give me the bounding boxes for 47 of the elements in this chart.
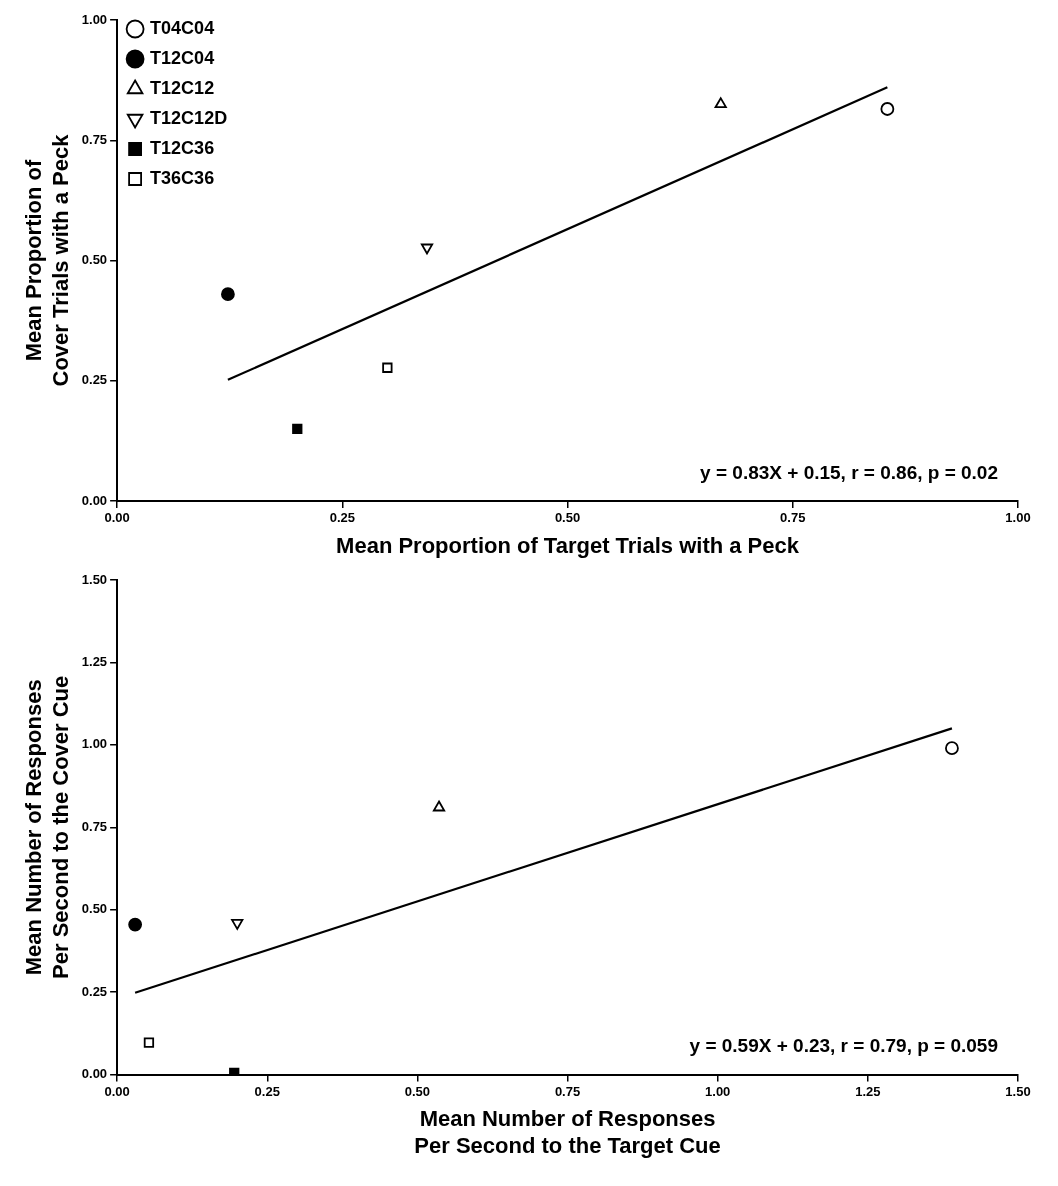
x-tick-label: 0.75 <box>780 510 806 526</box>
y-tick-label: 0.75 <box>81 818 108 834</box>
point <box>420 243 434 255</box>
y-tick-label: 0.50 <box>81 252 108 268</box>
legend-label: T12C04 <box>150 47 215 68</box>
point <box>945 741 959 756</box>
y-tick-label: 0.00 <box>81 1066 108 1082</box>
y-tick-label: 1.00 <box>81 736 108 752</box>
point <box>221 287 235 302</box>
x-tick-label: 1.25 <box>855 1083 881 1099</box>
legend-label: T04C04 <box>150 17 215 38</box>
point <box>143 1037 155 1048</box>
point <box>128 917 143 932</box>
x-tick-label: 0.00 <box>104 510 130 526</box>
annotation: y = 0.59X + 0.23, r = 0.79, p = 0.059 <box>689 1035 998 1057</box>
y-tick-label: 0.50 <box>81 901 108 917</box>
x-tick-label: 0.25 <box>254 1083 280 1099</box>
y-tick-label: 0.75 <box>81 131 108 147</box>
x-tick-label: 0.00 <box>104 1083 130 1099</box>
y-tick-label: 1.25 <box>81 654 108 670</box>
y-tick-label: 0.25 <box>81 983 108 999</box>
y-tick-label: 1.50 <box>81 571 108 587</box>
y-tick-label: 0.00 <box>81 492 108 508</box>
x-tick-label: 1.00 <box>705 1083 731 1099</box>
x-axis-title: Mean Proportion of Target Trials with a Peck <box>336 532 800 558</box>
x-tick-label: 1.00 <box>1005 510 1031 526</box>
x-tick-label: 0.50 <box>404 1083 431 1099</box>
y-tick-label: 0.25 <box>81 372 108 388</box>
x-axis-title: Mean Number of Responses Per Second to the Target Cue <box>414 1106 721 1158</box>
y-axis-title: Mean Number of Responses Per Second to the Cover Cue <box>21 675 73 979</box>
point <box>880 102 895 116</box>
annotation: y = 0.83X + 0.15, r = 0.86, p = 0.02 <box>700 461 998 483</box>
point <box>714 97 727 109</box>
y-axis-title: Mean Proportion of Cover Trials with a Peck <box>21 133 73 387</box>
point <box>382 362 393 373</box>
y-tick-label: 1.00 <box>81 11 108 27</box>
legend-label: T12C12 <box>150 77 215 98</box>
point <box>231 919 244 930</box>
x-tick-label: 0.50 <box>554 510 581 526</box>
x-tick-label: 0.75 <box>554 1083 581 1099</box>
x-tick-label: 1.50 <box>1005 1083 1031 1099</box>
legend-label: T36C36 <box>150 167 215 188</box>
legend-label: T12C12D <box>150 107 228 128</box>
point <box>292 423 303 434</box>
point <box>432 800 446 812</box>
x-tick-label: 0.25 <box>329 510 355 526</box>
legend-label: T12C36 <box>150 137 215 158</box>
